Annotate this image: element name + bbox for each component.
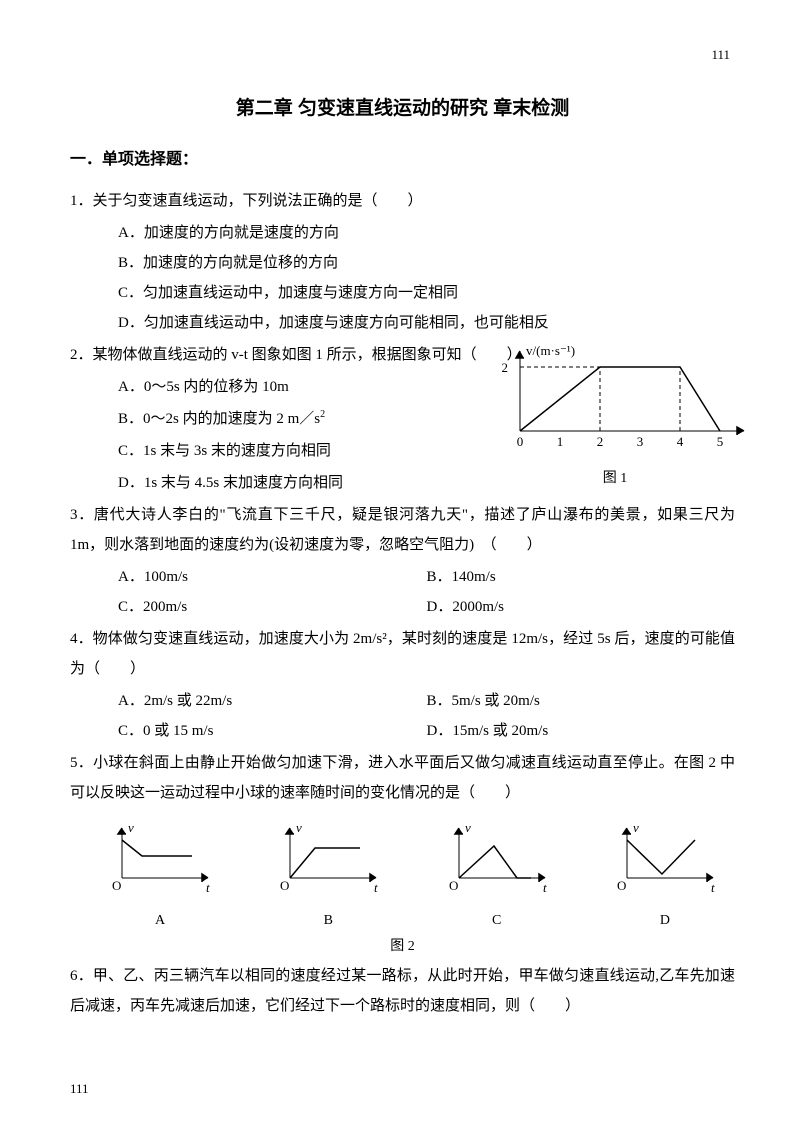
- svg-text:v: v: [465, 820, 471, 835]
- svg-text:2: 2: [597, 434, 604, 449]
- figure-2: OvtA OvtB OvtC OvtD: [70, 810, 735, 935]
- svg-text:O: O: [617, 878, 626, 893]
- svg-text:2: 2: [502, 360, 509, 375]
- question-1: 1．关于匀变速直线运动，下列说法正确的是（ ）: [70, 186, 735, 216]
- q1-opt-a: A．加速度的方向就是速度的方向: [118, 218, 735, 248]
- svg-text:t: t: [206, 880, 210, 895]
- q2-opt-b: B．0～2s 内的加速度为 2 m／s2: [118, 404, 458, 434]
- svg-text:O: O: [280, 878, 289, 893]
- q5-graph-a: OvtA: [100, 816, 220, 935]
- q3-opt-d: D．2000m/s: [427, 592, 736, 622]
- svg-text:5: 5: [717, 434, 724, 449]
- svg-text:4: 4: [677, 434, 684, 449]
- section-heading: 一．单项选择题：: [70, 144, 735, 176]
- q1-opt-c: C．匀加速直线运动中，加速度与速度方向一定相同: [118, 278, 735, 308]
- q3-options: A．100m/sB．140m/s C．200m/sD．2000m/s: [70, 562, 735, 622]
- q1-opt-b: B．加速度的方向就是位移的方向: [118, 248, 735, 278]
- q3-opt-b: B．140m/s: [427, 562, 736, 592]
- question-4: 4．物体做匀变速直线运动，加速度大小为 2m/s²，某时刻的速度是 12m/s，…: [70, 624, 735, 684]
- q4-opt-d: D．15m/s 或 20m/s: [427, 716, 736, 746]
- page-title: 第二章 匀变速直线运动的研究 章末检测: [70, 90, 735, 128]
- page-number-top: 111: [711, 42, 730, 68]
- q4-options: A．2m/s 或 22m/sB．5m/s 或 20m/s C．0 或 15 m/…: [70, 686, 735, 746]
- q2-options: A．0～5s 内的位移为 10m B．0～2s 内的加速度为 2 m／s2 C．…: [70, 372, 458, 498]
- q1-opt-d: D．匀加速直线运动中，加速度与速度方向可能相同，也可能相反: [118, 308, 735, 338]
- svg-text:v: v: [128, 820, 134, 835]
- q3-opt-a: A．100m/s: [118, 562, 427, 592]
- q4-opt-b: B．5m/s 或 20m/s: [427, 686, 736, 716]
- svg-text:0: 0: [517, 434, 524, 449]
- svg-text:v: v: [633, 820, 639, 835]
- svg-text:1: 1: [557, 434, 564, 449]
- page-number-bottom: 111: [70, 1076, 89, 1102]
- svg-text:t: t: [543, 880, 547, 895]
- q4-opt-c: C．0 或 15 m/s: [118, 716, 427, 746]
- q3-opt-c: C．200m/s: [118, 592, 427, 622]
- svg-text:t: t: [374, 880, 378, 895]
- q5-graph-b: OvtB: [268, 816, 388, 935]
- svg-text:O: O: [112, 878, 121, 893]
- question-3: 3．唐代大诗人李白的"飞流直下三千尺，疑是银河落九天"，描述了庐山瀑布的美景，如…: [70, 500, 735, 560]
- svg-text:O: O: [449, 878, 458, 893]
- figure-1: 2012345t/sv/(m·s⁻¹) 图 1: [485, 336, 745, 493]
- svg-text:v: v: [296, 820, 302, 835]
- q2-opt-d: D．1s 末与 4.5s 末加速度方向相同: [118, 468, 458, 498]
- svg-text:v/(m·s⁻¹): v/(m·s⁻¹): [526, 343, 575, 358]
- q2-opt-a: A．0～5s 内的位移为 10m: [118, 372, 458, 402]
- figure-2-caption: 图 2: [70, 933, 735, 961]
- q5-graph-c: OvtC: [437, 816, 557, 935]
- question-6: 6．甲、乙、丙三辆汽车以相同的速度经过某一路标，从此时开始，甲车做匀速直线运动,…: [70, 961, 735, 1021]
- q5-graph-d: OvtD: [605, 816, 725, 935]
- svg-text:t: t: [711, 880, 715, 895]
- q4-opt-a: A．2m/s 或 22m/s: [118, 686, 427, 716]
- figure-1-caption: 图 1: [485, 465, 745, 493]
- q2-opt-c: C．1s 末与 3s 末的速度方向相同: [118, 436, 458, 466]
- q1-options: A．加速度的方向就是速度的方向 B．加速度的方向就是位移的方向 C．匀加速直线运…: [70, 218, 735, 338]
- svg-text:3: 3: [637, 434, 644, 449]
- question-5: 5．小球在斜面上由静止开始做匀加速下滑，进入水平面后又做匀减速直线运动直至停止。…: [70, 748, 735, 808]
